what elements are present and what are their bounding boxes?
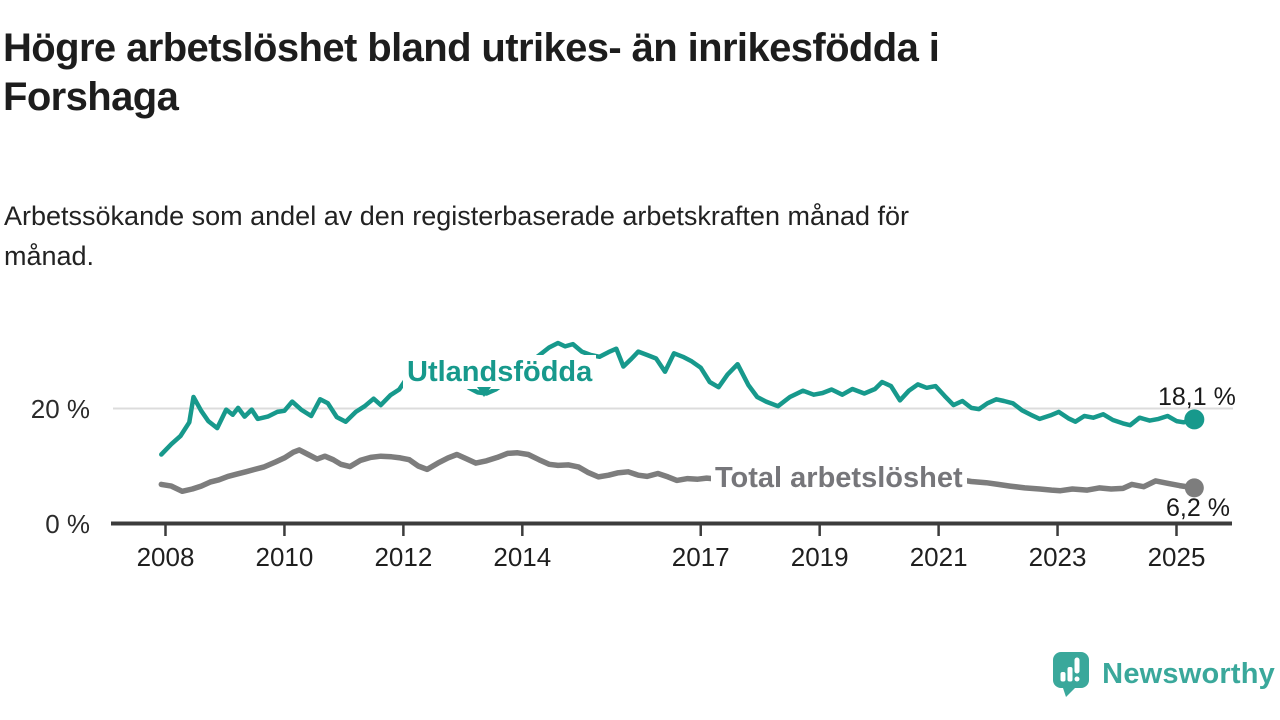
newsworthy-logo-icon	[1053, 652, 1090, 697]
arrow-down-icon	[477, 387, 491, 397]
title-line-2: Forshaga	[3, 75, 179, 119]
subtitle-line-2: månad.	[4, 241, 95, 271]
end-dot-total-arbetsloshet	[1184, 478, 1204, 498]
x-tick-label-2014: 2014	[493, 542, 552, 572]
title-line-1: Högre arbetslöshet bland utrikes- än inr…	[3, 26, 940, 70]
line-total-arbetsloshet	[158, 447, 1198, 495]
series-label-total-arbetsloshet: Total arbetslöshet	[711, 461, 967, 495]
x-tick-label-2012: 2012	[374, 542, 433, 572]
page-title: Högre arbetslöshet bland utrikes- än inr…	[3, 24, 1203, 122]
x-tick-label-2010: 2010	[255, 542, 314, 572]
series-label-utlandsfodda: Utlandsfödda	[403, 355, 597, 389]
x-tick-label-2019: 2019	[790, 542, 849, 572]
y-axis-label-20: 20 %	[30, 394, 90, 424]
end-value-total: 6,2 %	[1166, 494, 1230, 522]
chart-subtitle: Arbetssökande som andel av den registerb…	[4, 196, 1204, 276]
end-value-utlandsfodda: 18,1 %	[1158, 383, 1236, 411]
subtitle-line-1: Arbetssökande som andel av den registerb…	[4, 201, 910, 231]
x-tick-label-2023: 2023	[1028, 542, 1087, 572]
x-tick-label-2021: 2021	[909, 542, 968, 572]
x-tick-label-2025: 2025	[1147, 542, 1206, 572]
newsworthy-brand: Newsworthy	[1052, 651, 1275, 698]
line-utlandsfodda	[159, 340, 1197, 457]
y-axis-label-0: 0 %	[45, 509, 90, 539]
x-tick-label-2017: 2017	[671, 542, 730, 572]
newsworthy-logo-text: Newsworthy	[1102, 658, 1275, 690]
x-tick-label-2008: 2008	[136, 542, 195, 572]
end-dot-utlandsfodda	[1184, 409, 1205, 430]
